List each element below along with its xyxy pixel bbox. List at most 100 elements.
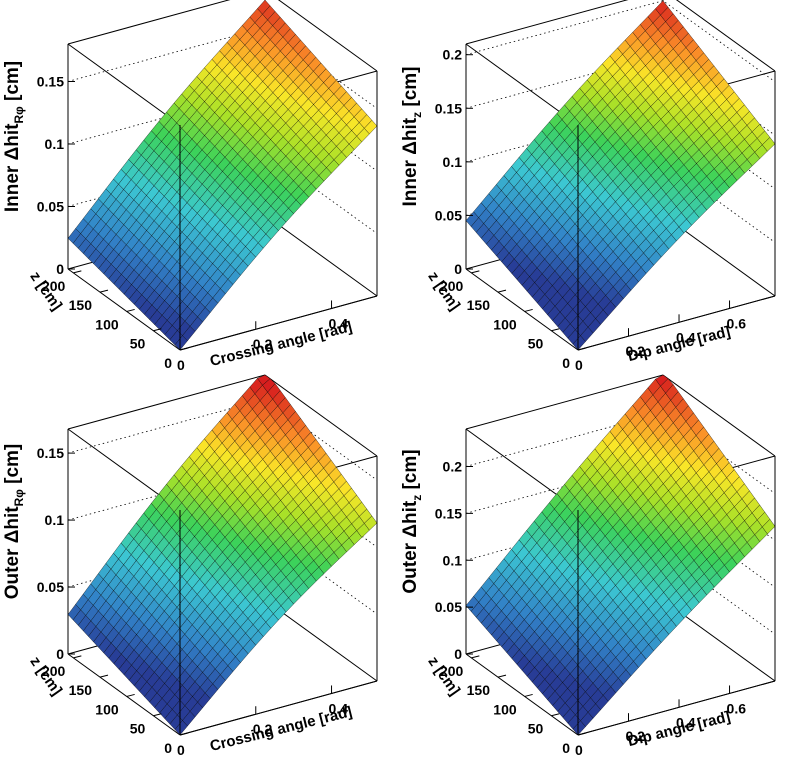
box-edge xyxy=(277,0,378,72)
z-gridline xyxy=(67,27,378,109)
x-tick-label: 0 xyxy=(177,742,185,758)
x-tick-label: 0.2 xyxy=(626,343,646,359)
y-tick-mark xyxy=(126,308,135,312)
z-gridline xyxy=(67,89,378,172)
x-tick-label: 0.6 xyxy=(727,700,747,716)
y-tick-mark xyxy=(524,693,533,697)
z-tick-label: 0.2 xyxy=(443,459,463,475)
z-axis-title-sub2: φ xyxy=(12,489,26,498)
box-edge xyxy=(465,374,664,430)
y-tick-mark xyxy=(551,328,560,332)
x-tick-label: 0.4 xyxy=(329,315,349,331)
z-axis-title-delta: Δ xyxy=(2,530,23,544)
box-edge xyxy=(67,653,181,736)
y-tick-label: 150 xyxy=(467,297,491,313)
y-tick-label: 200 xyxy=(440,663,464,679)
z-axis-title-sub: z xyxy=(410,112,424,118)
box-edge xyxy=(662,374,776,457)
z-axis-title-hit: hit xyxy=(400,117,421,141)
x-tick-label: 0.4 xyxy=(676,329,696,345)
z-axis-title-hit: hit xyxy=(400,500,421,524)
x-tick-label: 0 xyxy=(575,742,583,758)
box-edge xyxy=(67,43,181,126)
y-tick-label: 100 xyxy=(95,701,119,717)
z-axis-title: Inner Δhitz [cm] xyxy=(400,66,424,206)
box-edge xyxy=(67,0,231,45)
z-gridline xyxy=(67,398,378,481)
z-gridline xyxy=(465,53,776,136)
z-gridline xyxy=(465,0,776,83)
y-tick-label: 100 xyxy=(95,316,119,332)
z-gridline xyxy=(67,465,378,548)
y-tick-label: 200 xyxy=(42,278,66,294)
x-tick-label: 0.2 xyxy=(253,336,273,352)
z-tick-label: 0.05 xyxy=(37,199,64,215)
z-tick-label: 0.05 xyxy=(37,579,64,595)
y-tick-label: 150 xyxy=(467,682,491,698)
x-tick-label: 0.6 xyxy=(727,315,747,331)
y-tick-mark xyxy=(153,328,162,332)
y-tick-label: 200 xyxy=(42,663,66,679)
y-tick-label: 50 xyxy=(528,721,544,737)
z-axis-title-main: Outer xyxy=(400,538,421,594)
z-tick-label: 0.15 xyxy=(435,100,462,116)
z-tick-label: 0 xyxy=(56,261,64,277)
z-tick-label: 0 xyxy=(454,261,462,277)
y-tick-label: 100 xyxy=(493,316,517,332)
y-tick-label: 100 xyxy=(493,701,517,717)
y-tick-label: 0 xyxy=(164,355,172,371)
y-tick-label: 200 xyxy=(440,278,464,294)
z-axis-title-sub: R xyxy=(12,497,26,506)
z-tick-label: 0.05 xyxy=(435,207,462,223)
box-edge xyxy=(465,268,579,351)
y-tick-mark xyxy=(577,732,587,736)
x-tick-label: 0 xyxy=(575,357,583,373)
y-tick-mark xyxy=(153,713,162,717)
front-edge xyxy=(179,680,378,736)
z-axis-title-sub: R xyxy=(12,115,26,124)
y-tick-mark xyxy=(126,693,135,697)
surface-cell xyxy=(762,137,776,152)
surface-cell xyxy=(364,120,378,135)
y-tick-label: 50 xyxy=(130,336,146,352)
x-tick-label: 0.4 xyxy=(329,700,349,716)
x-tick-label: 0.4 xyxy=(676,714,696,730)
z-tick-label: 0 xyxy=(454,646,462,662)
y-tick-mark xyxy=(471,655,480,659)
z-axis-title-unit: [cm] xyxy=(2,444,23,489)
y-tick-label: 0 xyxy=(562,740,570,756)
front-edge xyxy=(577,680,776,736)
y-tick-mark xyxy=(551,713,560,717)
y-tick-label: 50 xyxy=(528,336,544,352)
x-tick-label: 0 xyxy=(177,357,185,373)
y-tick-mark xyxy=(471,270,480,274)
y-tick-mark xyxy=(99,289,109,293)
y-tick-mark xyxy=(497,289,507,293)
z-axis-title-main: Inner xyxy=(400,155,421,207)
z-tick-label: 0.15 xyxy=(37,445,64,461)
z-tick-label: 0.1 xyxy=(45,136,65,152)
y-tick-mark xyxy=(73,655,82,659)
z-axis-title-unit: [cm] xyxy=(400,449,421,494)
footer-strip xyxy=(0,760,240,772)
y-tick-mark xyxy=(497,674,507,678)
z-tick-label: 0.2 xyxy=(443,47,463,63)
z-axis-title: Inner ΔhitRφ [cm] xyxy=(2,61,26,212)
z-tick-label: 0.05 xyxy=(435,599,462,615)
z-axis-title-delta: Δ xyxy=(2,147,23,161)
z-axis-title-unit: [cm] xyxy=(400,66,421,111)
x-tick-label: 0.2 xyxy=(626,728,646,744)
y-tick-mark xyxy=(73,270,82,274)
x-axis-title: Crossing angle [rad] xyxy=(208,703,354,755)
box-edge xyxy=(465,653,579,736)
z-axis-title: Outer Δhitz [cm] xyxy=(400,449,424,593)
y-tick-label: 50 xyxy=(130,721,146,737)
z-gridline xyxy=(465,412,776,494)
z-axis-title-sub: z xyxy=(410,495,424,501)
z-axis-title-sub2: φ xyxy=(12,106,26,115)
y-tick-mark xyxy=(577,347,587,351)
x-axis-title: Crossing angle [rad] xyxy=(208,318,354,370)
box-edge xyxy=(264,214,378,297)
